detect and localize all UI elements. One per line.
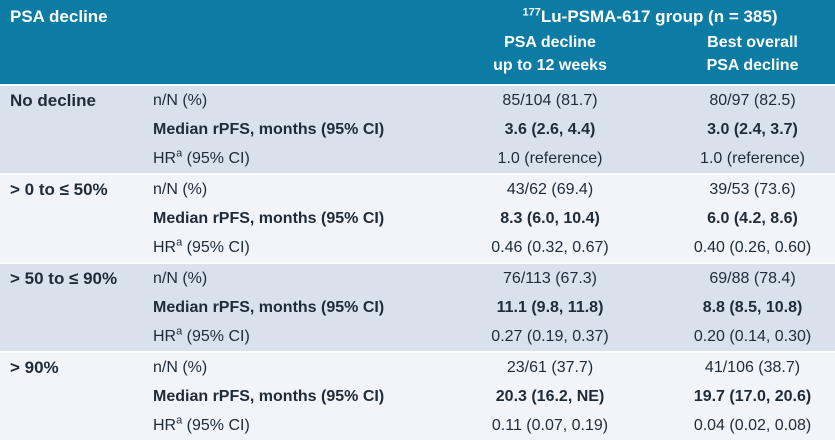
value-psa-12-weeks: 43/62 (69.4)	[430, 173, 671, 204]
metric-text: (95% CI)	[182, 417, 250, 434]
metric-text: (95% CI)	[182, 150, 250, 167]
value-best-overall: 0.04 (0.02, 0.08)	[670, 411, 835, 440]
table-row: HRa (95% CI) 0.11 (0.07, 0.19) 0.04 (0.0…	[0, 411, 835, 440]
table-row: > 90% n/N (%) 23/61 (37.7) 41/106 (38.7)	[0, 351, 835, 440]
value-best-overall: 39/53 (73.6)	[670, 173, 835, 204]
metric-text: n/N (%)	[153, 92, 208, 109]
group-label: No decline	[0, 84, 145, 174]
value-psa-12-weeks: 85/104 (81.7)	[430, 84, 671, 115]
value-best-overall: 1.0 (reference)	[670, 144, 835, 174]
value-best-overall: 69/88 (78.4)	[670, 262, 835, 293]
value-psa-12-weeks: 11.1 (9.8, 11.8)	[430, 293, 671, 322]
value-psa-12-weeks: 0.46 (0.32, 0.67)	[430, 233, 671, 263]
table-row: HRa (95% CI) 0.46 (0.32, 0.67) 0.40 (0.2…	[0, 233, 835, 263]
group-label: > 50 to ≤ 90%	[0, 262, 145, 352]
value-best-overall: 0.20 (0.14, 0.30)	[670, 322, 835, 352]
treatment-group-header: 177Lu-PSMA-617 group (n = 385)	[430, 0, 835, 28]
value-psa-12-weeks: 0.27 (0.19, 0.37)	[430, 322, 671, 352]
table-row: HRa (95% CI) 1.0 (reference) 1.0 (refere…	[0, 144, 835, 174]
metric-label: Median rPFS, months (95% CI)	[145, 204, 431, 233]
group-label: > 0 to ≤ 50%	[0, 173, 145, 263]
group-label: > 90%	[0, 351, 145, 440]
value-best-overall: 0.40 (0.26, 0.60)	[670, 233, 835, 263]
isotope-superscript: 177	[522, 6, 541, 19]
metric-text: HR	[153, 150, 177, 167]
value-psa-12-weeks: 20.3 (16.2, NE)	[430, 382, 671, 411]
metric-text: Median rPFS, months (95% CI)	[153, 388, 385, 405]
metric-text: n/N (%)	[153, 181, 208, 198]
table-row: HRa (95% CI) 0.27 (0.19, 0.37) 0.20 (0.1…	[0, 322, 835, 352]
metric-text: HR	[153, 417, 177, 434]
value-psa-12-weeks: 8.3 (6.0, 10.4)	[430, 204, 671, 233]
footnote-superscript: a	[176, 236, 183, 249]
metric-label: HRa (95% CI)	[145, 233, 431, 263]
metric-text: Median rPFS, months (95% CI)	[153, 299, 385, 316]
treatment-group-label: Lu-PSMA-617 group (n = 385)	[540, 7, 778, 26]
value-best-overall: 19.7 (17.0, 20.6)	[670, 382, 835, 411]
value-best-overall: 8.8 (8.5, 10.8)	[670, 293, 835, 322]
value-best-overall: 41/106 (38.7)	[670, 351, 835, 382]
metric-text: n/N (%)	[153, 359, 208, 376]
metric-label: n/N (%)	[145, 84, 431, 115]
value-best-overall: 80/97 (82.5)	[670, 84, 835, 115]
col-header-line: PSA decline	[706, 57, 799, 74]
table-row: > 50 to ≤ 90% n/N (%) 76/113 (67.3) 69/8…	[0, 262, 835, 352]
metric-text: Median rPFS, months (95% CI)	[153, 121, 385, 138]
value-psa-12-weeks: 1.0 (reference)	[430, 144, 671, 174]
metric-text: n/N (%)	[153, 270, 208, 287]
table-row: Median rPFS, months (95% CI) 8.3 (6.0, 1…	[0, 204, 835, 233]
group-no-decline: No decline n/N (%) 85/104 (81.7) 80/97 (…	[0, 84, 835, 174]
psa-decline-column-header: PSA decline	[0, 0, 431, 85]
col-header-line: up to 12 weeks	[493, 57, 607, 74]
table-row: Median rPFS, months (95% CI) 20.3 (16.2,…	[0, 382, 835, 411]
metric-label: n/N (%)	[145, 351, 431, 382]
value-best-overall: 6.0 (4.2, 8.6)	[670, 204, 835, 233]
metric-label: HRa (95% CI)	[145, 411, 431, 440]
col-header-line: Best overall	[707, 34, 798, 51]
col-header-best-overall-psa-decline: Best overall PSA decline	[670, 28, 835, 85]
metric-text: HR	[153, 328, 177, 345]
header-row-sub: PSA decline up to 12 weeks Best overall PS…	[0, 28, 835, 85]
metric-label: n/N (%)	[145, 262, 431, 293]
metric-label: n/N (%)	[145, 173, 431, 204]
value-psa-12-weeks: 3.6 (2.6, 4.4)	[430, 115, 671, 144]
group-over-90: > 90% n/N (%) 23/61 (37.7) 41/106 (38.7)…	[0, 351, 835, 440]
value-psa-12-weeks: 23/61 (37.7)	[430, 351, 671, 382]
value-psa-12-weeks: 0.11 (0.07, 0.19)	[430, 411, 671, 440]
value-psa-12-weeks: 76/113 (67.3)	[430, 262, 671, 293]
metric-label: Median rPFS, months (95% CI)	[145, 382, 431, 411]
metric-text: HR	[153, 239, 177, 256]
value-best-overall: 3.0 (2.4, 3.7)	[670, 115, 835, 144]
col-header-psa-decline-12-weeks: PSA decline up to 12 weeks	[430, 28, 671, 85]
footnote-superscript: a	[176, 414, 183, 427]
metric-text: Median rPFS, months (95% CI)	[153, 210, 385, 227]
metric-label: HRa (95% CI)	[145, 144, 431, 174]
col-header-line: PSA decline	[504, 34, 596, 51]
footnote-superscript: a	[176, 325, 183, 338]
header-row-top: PSA decline 177Lu-PSMA-617 group (n = 38…	[0, 0, 835, 85]
table-row: No decline n/N (%) 85/104 (81.7) 80/97 (…	[0, 84, 835, 174]
table-row: Median rPFS, months (95% CI) 3.6 (2.6, 4…	[0, 115, 835, 144]
table-row: > 0 to ≤ 50% n/N (%) 43/62 (69.4) 39/53 …	[0, 173, 835, 263]
metric-label: HRa (95% CI)	[145, 322, 431, 352]
footnote-superscript: a	[176, 147, 183, 160]
metric-text: (95% CI)	[182, 328, 250, 345]
metric-text: (95% CI)	[182, 239, 250, 256]
table-row: Median rPFS, months (95% CI) 11.1 (9.8, …	[0, 293, 835, 322]
group-0-to-50: > 0 to ≤ 50% n/N (%) 43/62 (69.4) 39/53 …	[0, 173, 835, 263]
metric-label: Median rPFS, months (95% CI)	[145, 293, 431, 322]
metric-label: Median rPFS, months (95% CI)	[145, 115, 431, 144]
table-header: PSA decline 177Lu-PSMA-617 group (n = 38…	[0, 0, 835, 85]
group-50-to-90: > 50 to ≤ 90% n/N (%) 76/113 (67.3) 69/8…	[0, 262, 835, 352]
